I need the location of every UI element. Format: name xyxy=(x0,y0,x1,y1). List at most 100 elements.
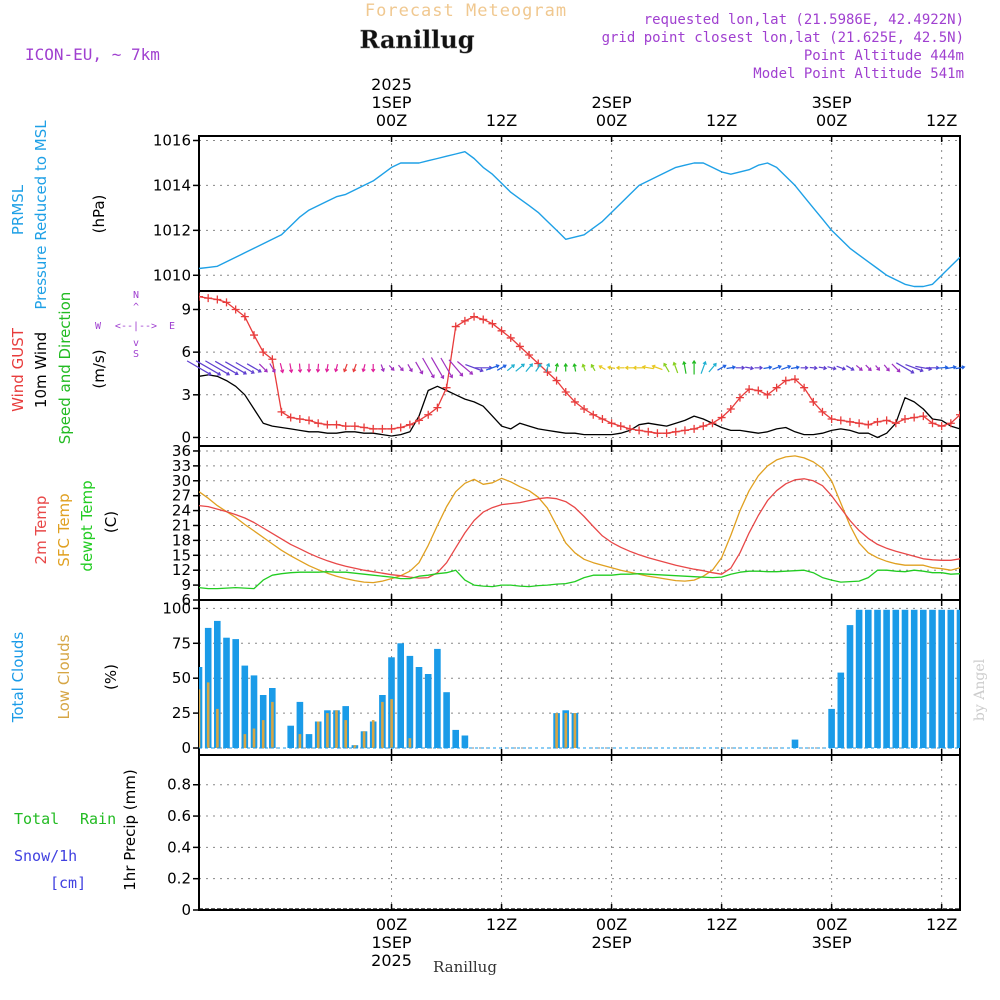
total-cloud-bar xyxy=(443,692,450,749)
wind-arrow xyxy=(745,365,755,371)
wind-direction-arrows xyxy=(186,357,966,380)
total-cloud-bar xyxy=(791,739,799,748)
gust-marker xyxy=(240,312,249,321)
top-time-label: 00Z xyxy=(816,111,847,130)
wind-label-direction: Speed and Direction xyxy=(56,292,74,445)
gust-marker xyxy=(919,412,928,421)
gust-marker xyxy=(231,305,240,314)
dewpt-line-group xyxy=(199,569,960,590)
wind-arrow xyxy=(836,365,846,371)
gust-marker xyxy=(488,319,497,328)
sfc-temp-line-group xyxy=(199,455,960,584)
wind-arrow xyxy=(246,363,262,373)
gust-marker xyxy=(199,292,203,301)
wind-arrow xyxy=(315,363,321,373)
gust-marker xyxy=(222,298,231,307)
gust-marker xyxy=(479,315,488,324)
bottom-time-label: 2025 xyxy=(371,951,412,970)
top-time-label: 3SEP xyxy=(812,93,852,112)
precip-unit: 1hr Precip (mm) xyxy=(121,769,139,890)
gust-marker xyxy=(763,390,772,399)
bottom-time-label: 2SEP xyxy=(592,933,632,952)
gust-marker xyxy=(570,397,579,406)
pressure-panel: 1010 1012 1014 1016 xyxy=(153,131,961,292)
total-cloud-bar xyxy=(901,609,909,748)
total-cloud-bar xyxy=(947,609,955,748)
wind-arrow xyxy=(422,357,435,379)
wind-arrow xyxy=(415,361,424,375)
low-cloud-bar xyxy=(408,738,412,748)
gust-marker xyxy=(616,422,625,431)
chart-title: Forecast Meteogram xyxy=(365,1,567,21)
bottom-time-label: 00Z xyxy=(596,915,627,934)
wind-arrow xyxy=(754,365,764,370)
wind-arrow xyxy=(708,362,717,373)
gust-marker xyxy=(415,416,424,425)
low-cloud-bar xyxy=(335,710,338,748)
bottom-time-label: 1SEP xyxy=(371,933,411,952)
pressure-line xyxy=(199,150,960,288)
gust-marker xyxy=(387,424,396,433)
gust-marker xyxy=(891,419,900,428)
wind-arrow xyxy=(297,363,303,374)
low-cloud-bar xyxy=(344,720,347,748)
gust-marker xyxy=(561,387,570,396)
total-cloud-bar xyxy=(883,609,890,748)
pressure-label-prmsl: PRMSL xyxy=(9,184,27,235)
wind-arrow xyxy=(846,365,855,371)
total-cloud-bar xyxy=(250,675,258,748)
wind-arrow xyxy=(288,363,294,374)
wind-label-10m: 10m Wind xyxy=(32,332,50,408)
wind-arrow xyxy=(790,365,800,370)
gust-marker xyxy=(635,426,644,435)
total-cloud-bar xyxy=(956,609,960,748)
wind-arrow xyxy=(195,360,222,376)
wind-arrow xyxy=(496,364,507,371)
low-cloud-bar xyxy=(362,731,366,749)
gust-marker xyxy=(827,414,836,423)
precip-frame xyxy=(198,754,961,911)
wind-arrow xyxy=(361,364,366,373)
gust-marker xyxy=(451,322,460,331)
wind-arrow xyxy=(809,365,818,371)
wind-arrow xyxy=(525,363,533,372)
temp-label-2m: 2m Temp xyxy=(32,496,50,565)
wind-arrow xyxy=(800,365,809,370)
gust-marker xyxy=(442,383,451,392)
temp-ytick-label: 21 xyxy=(172,516,191,534)
cloud-frame xyxy=(198,599,961,756)
low-cloud-bar xyxy=(243,734,247,749)
temp-frame xyxy=(198,445,961,601)
low-cloud-bar xyxy=(564,713,568,748)
wind-arrow xyxy=(352,363,357,373)
temp-unit: (C) xyxy=(102,511,120,533)
total-cloud-bar xyxy=(874,609,881,748)
temp-2m-line xyxy=(199,478,960,579)
gust-marker xyxy=(699,422,708,431)
wind-arrow xyxy=(258,363,268,373)
top-time-label: 00Z xyxy=(376,111,407,130)
gust-marker xyxy=(295,414,304,423)
total-cloud-bar xyxy=(397,643,404,748)
total-cloud-bar xyxy=(920,609,927,748)
low-cloud-bar xyxy=(199,689,201,748)
gust-marker xyxy=(644,427,653,436)
panels: 1010101210141016036969121518212427303336… xyxy=(153,131,966,919)
gust-marker xyxy=(937,422,946,431)
pressure-line-group xyxy=(199,150,960,288)
wind-panel: 0 3 6 9 xyxy=(181,290,961,447)
gust-marker xyxy=(900,414,909,423)
gust-marker xyxy=(708,419,717,428)
bottom-time-label: 00Z xyxy=(376,915,407,934)
gust-marker xyxy=(836,416,845,425)
gust-marker xyxy=(250,331,259,340)
gust-marker xyxy=(754,386,763,395)
gust-marker xyxy=(653,429,662,438)
gust-marker xyxy=(855,419,864,428)
wind-arrow xyxy=(865,364,872,372)
top-time-label: 12Z xyxy=(706,111,737,130)
wind-arrow xyxy=(398,364,404,372)
total-cloud-bar xyxy=(199,667,203,748)
cloud-ytick-label: 25 xyxy=(172,704,191,722)
